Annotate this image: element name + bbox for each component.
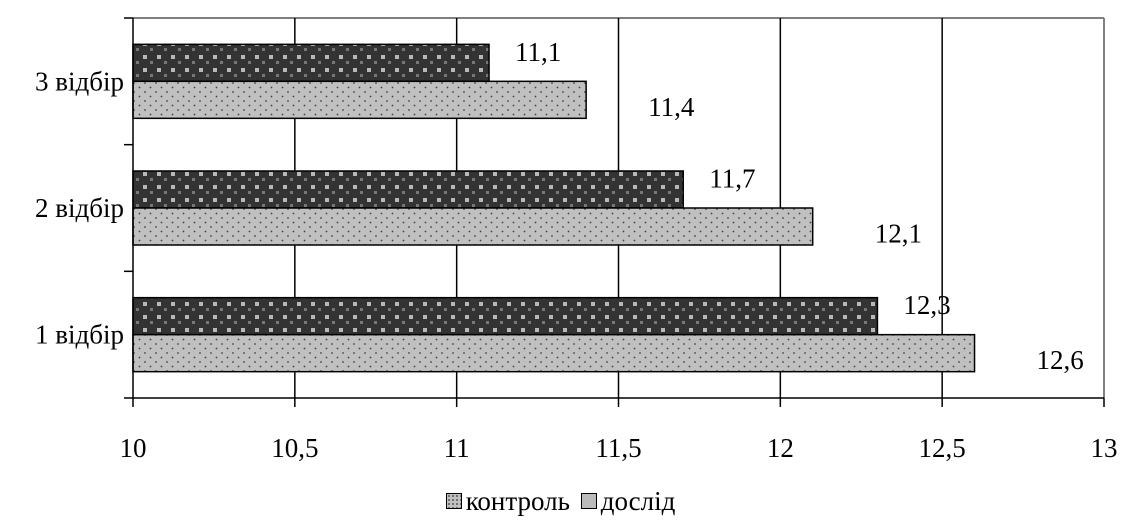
legend-swatch-control: [445, 493, 462, 509]
legend: контроль дослід: [0, 485, 1121, 517]
category-label-2: 2 відбір: [35, 193, 124, 223]
data-label-control-2: 12,1: [875, 219, 922, 249]
x-tick-label-3: 11,5: [595, 433, 641, 463]
plot-area: 12,3 12,6 1 відбір 11,7 12,1 2 відбір 11,1 11,4…: [35, 17, 1118, 463]
legend-item-control: контроль: [445, 485, 570, 517]
x-tick-label-2: 11: [444, 433, 470, 463]
bar-control-1: [132, 333, 976, 373]
data-label-experiment-2: 11,7: [709, 164, 755, 194]
x-tick-label-0: 10: [120, 433, 147, 463]
category-label-1: 1 відбір: [35, 320, 124, 350]
x-tick-label-4: 12: [767, 433, 794, 463]
bar-experiment-1: [132, 296, 879, 336]
data-label-control-3: 11,4: [648, 92, 695, 122]
x-tick-label-6: 13: [1091, 433, 1118, 463]
bar-experiment-3: [132, 43, 490, 83]
legend-item-experiment: дослід: [580, 485, 676, 517]
data-label-control-1: 12,6: [1037, 345, 1084, 375]
data-label-experiment-1: 12,3: [903, 290, 950, 320]
x-tick-label-1: 10,5: [271, 433, 318, 463]
x-tick-label-5: 12,5: [919, 433, 966, 463]
category-label-3: 3 відбір: [35, 66, 124, 96]
data-label-experiment-3: 11,1: [515, 37, 561, 67]
bar-control-2: [132, 207, 814, 246]
bar-control-3: [132, 80, 587, 120]
bar-experiment-2: [132, 170, 684, 209]
legend-swatch-experiment: [580, 493, 597, 509]
legend-label-control: контроль: [465, 485, 570, 516]
bar-chart: 12,3 12,6 1 відбір 11,7 12,1 2 відбір 11,1 11,4…: [35, 17, 1118, 463]
legend-label-experiment: дослід: [600, 485, 676, 516]
